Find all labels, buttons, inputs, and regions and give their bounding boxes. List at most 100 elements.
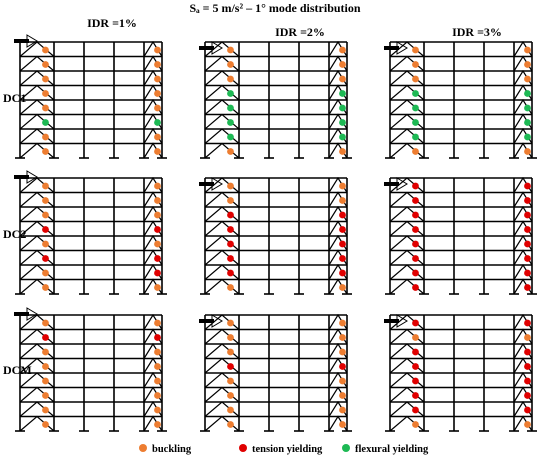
damage-marker-flexural-yielding — [154, 119, 161, 126]
damage-marker-tension-yielding — [154, 226, 161, 233]
chevron-brace — [389, 128, 425, 144]
damage-marker-buckling — [227, 392, 234, 399]
chevron-brace — [204, 84, 240, 101]
damage-marker-buckling — [227, 197, 234, 204]
chevron-brace — [204, 264, 240, 280]
damage-marker-flexural-yielding — [339, 104, 346, 112]
damage-marker-buckling — [154, 182, 161, 190]
chevron-brace — [204, 70, 240, 86]
damage-marker-buckling — [42, 148, 49, 155]
chevron-brace — [389, 235, 425, 251]
damage-marker-buckling — [339, 392, 346, 399]
frame-dcm-idr1 — [14, 307, 167, 432]
chevron-brace — [389, 55, 425, 72]
damage-marker-buckling — [154, 61, 161, 68]
damage-marker-buckling — [339, 319, 346, 327]
damage-marker-tension-yielding — [524, 363, 531, 370]
damage-marker-tension-yielding — [524, 406, 531, 414]
damage-marker-buckling — [154, 133, 161, 141]
damage-marker-tension-yielding — [524, 319, 531, 327]
damage-marker-buckling — [42, 284, 49, 291]
row-label-dcm: DCM — [3, 363, 32, 377]
damage-marker-tension-yielding — [524, 348, 531, 356]
damage-marker-buckling — [42, 75, 49, 83]
damage-marker-buckling — [154, 392, 161, 399]
chevron-brace — [389, 113, 425, 130]
damage-marker-buckling — [227, 46, 234, 54]
damage-marker-buckling — [42, 90, 49, 97]
damage-marker-tension-yielding — [412, 269, 419, 277]
chevron-brace — [389, 357, 425, 374]
damage-marker-tension-yielding — [227, 226, 234, 233]
chevron-brace — [19, 142, 55, 159]
damage-marker-buckling — [154, 46, 161, 54]
damage-marker-tension-yielding — [412, 319, 419, 327]
damage-marker-flexural-yielding — [524, 133, 531, 141]
damage-marker-tension-yielding — [412, 406, 419, 414]
damage-marker-buckling — [154, 148, 161, 155]
chevron-brace — [19, 206, 55, 222]
chevron-brace — [204, 343, 240, 359]
damage-marker-buckling — [154, 348, 161, 356]
damage-marker-tension-yielding — [412, 348, 419, 356]
damage-marker-tension-yielding — [524, 269, 531, 277]
damage-marker-tension-yielding — [524, 182, 531, 190]
damage-marker-buckling — [412, 334, 419, 341]
damage-marker-tension-yielding — [412, 363, 419, 370]
damage-marker-buckling — [154, 377, 161, 385]
damage-marker-buckling — [412, 61, 419, 68]
frame-dc2-idr3 — [384, 176, 537, 295]
chevron-brace — [389, 70, 425, 86]
damage-marker-tension-yielding — [154, 269, 161, 277]
damage-marker-flexural-yielding — [339, 119, 346, 126]
damage-marker-tension-yielding — [412, 240, 419, 248]
damage-marker-buckling — [524, 421, 531, 428]
chevron-brace — [389, 99, 425, 115]
damage-marker-tension-yielding — [524, 226, 531, 233]
damage-marker-buckling — [339, 61, 346, 68]
damage-marker-flexural-yielding — [524, 104, 531, 112]
damage-marker-buckling — [42, 182, 49, 190]
chevron-brace — [204, 55, 240, 72]
damage-marker-buckling — [339, 284, 346, 291]
chevron-brace — [19, 386, 55, 403]
damage-marker-tension-yielding — [412, 377, 419, 385]
damage-marker-buckling — [154, 421, 161, 428]
damage-marker-tension-yielding — [412, 226, 419, 233]
legend-label-3: flexural yielding — [355, 444, 429, 455]
damage-marker-buckling — [227, 182, 234, 190]
damage-marker-buckling — [339, 46, 346, 54]
chevron-brace — [19, 249, 55, 266]
chevron-brace — [204, 415, 240, 432]
damage-marker-tension-yielding — [412, 182, 419, 190]
chevron-brace — [389, 328, 425, 345]
damage-marker-buckling — [154, 90, 161, 97]
damage-marker-flexural-yielding — [412, 90, 419, 97]
damage-marker-buckling — [42, 211, 49, 219]
chevron-brace — [19, 328, 55, 345]
damage-marker-tension-yielding — [154, 255, 161, 262]
damage-marker-tension-yielding — [524, 240, 531, 248]
damage-marker-buckling — [227, 421, 234, 428]
column-label-2: IDR =2% — [275, 25, 325, 39]
damage-marker-buckling — [339, 421, 346, 428]
load-arrow-head — [211, 177, 223, 191]
damage-marker-buckling — [412, 75, 419, 83]
frame-dc1-idr2 — [199, 40, 352, 159]
damage-marker-buckling — [227, 61, 234, 68]
damage-marker-buckling — [42, 392, 49, 399]
damage-marker-tension-yielding — [524, 377, 531, 385]
damage-marker-buckling — [339, 377, 346, 385]
chevron-brace — [204, 142, 240, 159]
damage-marker-tension-yielding — [339, 211, 346, 219]
damage-marker-buckling — [227, 334, 234, 341]
damage-marker-buckling — [42, 421, 49, 428]
chevron-brace — [389, 278, 425, 295]
damage-marker-buckling — [42, 348, 49, 356]
frame-dc2-idr2 — [199, 176, 352, 295]
damage-marker-buckling — [154, 197, 161, 204]
damage-marker-tension-yielding — [524, 211, 531, 219]
damage-marker-tension-yielding — [227, 211, 234, 219]
damage-marker-tension-yielding — [42, 226, 49, 233]
chevron-brace — [204, 328, 240, 345]
